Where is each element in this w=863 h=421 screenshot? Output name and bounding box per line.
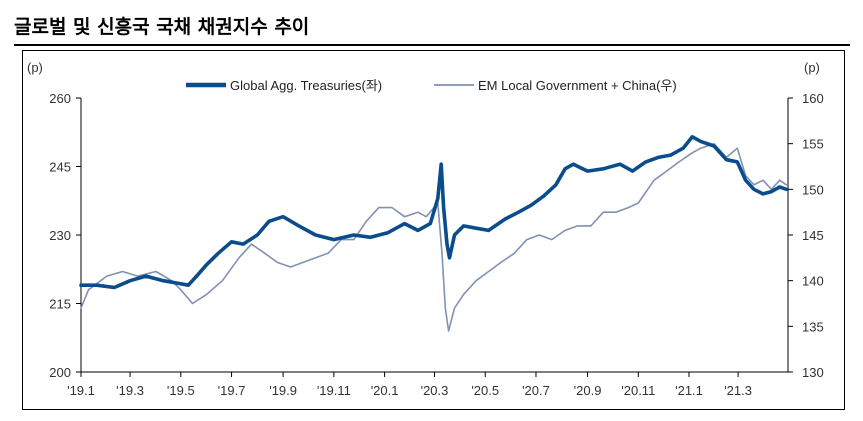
series-line-em-local	[80, 142, 788, 332]
chart-frame: (p) (p) Global Agg. Treasuries(좌) EM Loc…	[22, 50, 845, 410]
page-title: 글로벌 및 신흥국 국채 채권지수 추이	[14, 16, 310, 38]
y-right-tick-label: 155	[802, 137, 824, 152]
x-tick-label: '20.11	[621, 383, 655, 398]
series-line-global-agg	[79, 135, 789, 290]
legend-label-em-local: EM Local Government + China(우)	[478, 78, 677, 93]
y-right-tick-label: 150	[802, 182, 824, 197]
x-tick-label: '20.7	[522, 383, 550, 398]
y-left-tick-label: 260	[49, 91, 71, 106]
x-tick-label: '20.3	[421, 383, 449, 398]
y-left-tick-label: 215	[49, 297, 71, 312]
x-tick-label: '19.3	[116, 383, 144, 398]
y-right-tick-label: 140	[802, 274, 824, 289]
title-underline	[14, 44, 850, 46]
y-right-tick-label: 160	[802, 91, 824, 106]
legend: Global Agg. Treasuries(좌) EM Local Gover…	[186, 78, 677, 93]
y-right-axis: 130 135 140 145 150 155 160	[787, 91, 824, 380]
x-tick-label: '21.1	[675, 383, 703, 398]
y-right-tick-label: 135	[802, 319, 824, 334]
y-right-unit-label: (p)	[804, 60, 820, 75]
x-tick-label: '19.5	[167, 383, 195, 398]
y-right-tick-label: 145	[802, 228, 824, 243]
x-tick-label: '20.9	[574, 383, 602, 398]
x-tick-label: '19.7	[218, 383, 246, 398]
series-layer	[79, 135, 789, 332]
x-tick-label: '19.1	[67, 383, 95, 398]
x-axis: '19.1 '19.3 '19.5 '19.7 '19.9 '19.11 '20.1 '20.…	[67, 371, 788, 398]
y-right-tick-label: 130	[802, 365, 824, 380]
x-tick-label: '21.3	[724, 383, 752, 398]
x-tick-label: '20.1	[371, 383, 399, 398]
y-left-tick-label: 245	[49, 160, 71, 175]
y-left-unit-label: (p)	[27, 60, 43, 75]
y-left-tick-label: 230	[49, 228, 71, 243]
x-tick-label: '19.11	[317, 383, 351, 398]
line-chart: (p) (p) Global Agg. Treasuries(좌) EM Loc…	[27, 60, 824, 398]
x-tick-label: '19.9	[269, 383, 297, 398]
y-left-axis: 200 215 230 245 260	[49, 91, 82, 380]
x-tick-label: '20.5	[471, 383, 499, 398]
y-left-tick-label: 200	[49, 365, 71, 380]
legend-label-global-agg: Global Agg. Treasuries(좌)	[230, 78, 382, 93]
